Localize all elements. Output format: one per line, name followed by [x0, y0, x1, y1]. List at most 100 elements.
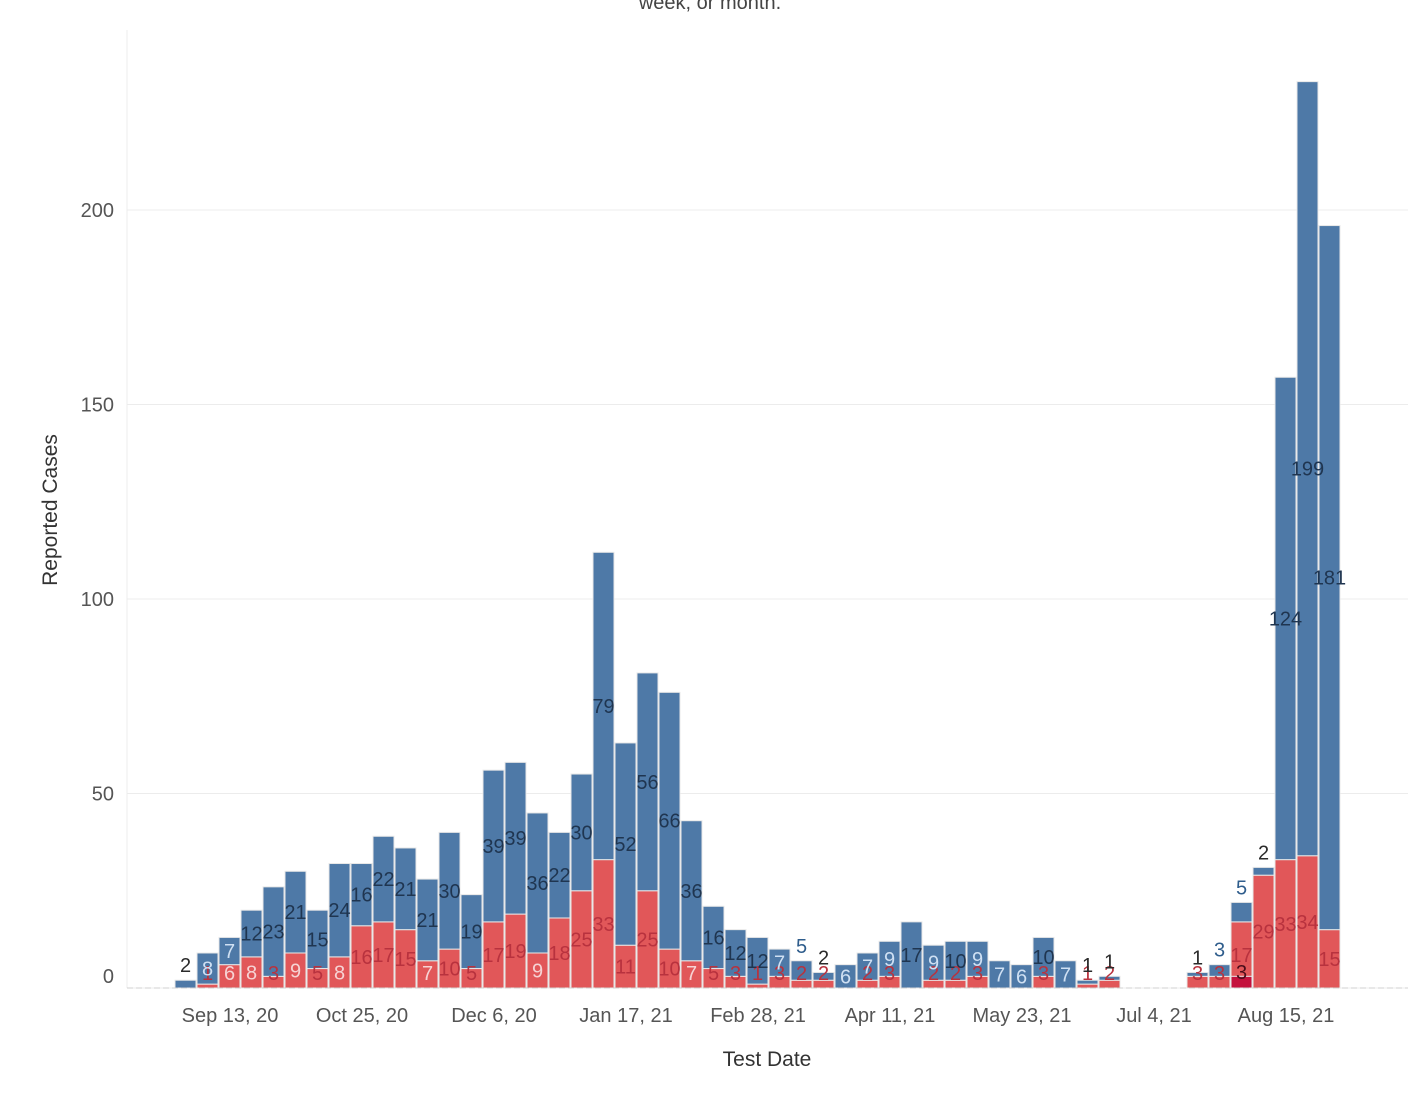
bar-label-blue: 7 [224, 941, 235, 963]
bar-blue [482, 769, 505, 923]
bar-label-red: 9 [290, 960, 301, 982]
bar-label-red: 1 [1082, 963, 1093, 985]
bar-label-blue: 2 [180, 955, 191, 977]
bar-label-blue: 16 [350, 885, 372, 907]
bar-blue [592, 551, 615, 861]
bar-blue [1098, 975, 1121, 981]
bar-blue [372, 835, 395, 923]
bar-label-blue: 1 [1192, 947, 1203, 969]
bar-label-blue: 36 [526, 873, 548, 895]
bar-label-red: 7 [686, 963, 697, 985]
bar-label-blue: 124 [1269, 608, 1302, 630]
bar-blue [1274, 376, 1297, 861]
chart-subtitle: week, or month. [638, 0, 782, 14]
bar-blue [724, 929, 747, 977]
bar-label-red: 3 [972, 963, 983, 985]
bar-value-labels: 2 18 6781232392151582416161722152172110305… [180, 459, 1346, 989]
x-axis-title: Test Date [723, 1048, 812, 1071]
bar-label-blue: 2 [1258, 842, 1269, 864]
bar-blue [856, 952, 879, 981]
bar-label-blue: 52 [614, 834, 636, 856]
bar-blue [988, 960, 1011, 989]
bar-label-red: 3 [268, 963, 279, 985]
bar-blue [1252, 866, 1275, 876]
x-tick-label: Jul 4, 21 [1116, 1005, 1192, 1027]
bar-blue [614, 742, 637, 946]
bar-label-blue: 199 [1291, 459, 1324, 481]
bar-label-red: 17 [372, 945, 394, 967]
bar-label-blue: 39 [482, 836, 504, 858]
bar-label-red: 25 [636, 929, 658, 951]
bar-label-red: 3 [774, 963, 785, 985]
bar-blue [350, 863, 373, 927]
bar-label-red: 33 [592, 914, 614, 936]
bar-label-blue: 23 [262, 922, 284, 944]
bar-label-blue: 30 [438, 881, 460, 903]
bar-label-blue: 2 [818, 947, 829, 969]
y-tick-label: 200 [81, 200, 114, 222]
bar-blue [394, 847, 417, 931]
bar-blue [1208, 964, 1231, 977]
x-tick-label: Feb 28, 21 [710, 1005, 806, 1027]
bar-blue [504, 761, 527, 915]
bar-label-blue: 39 [504, 828, 526, 850]
bar-label-blue: 30 [570, 822, 592, 844]
bar-label-red: 17 [482, 945, 504, 967]
bar-label-blue: 12 [240, 924, 262, 946]
bar-blue [702, 905, 725, 970]
bar-label-blue: 7 [862, 957, 873, 979]
bar-label-red: 3 [1214, 963, 1225, 985]
bar-label-blue: 66 [658, 811, 680, 833]
bar-label-red: 17 [1230, 945, 1252, 967]
bar-blue [174, 979, 197, 989]
bar-label-red: 3 [1192, 963, 1203, 985]
bar-blue [636, 672, 659, 892]
bar-label-blue: 7 [1060, 964, 1071, 986]
bar-label-blue: 16 [702, 927, 724, 949]
bar-label-red: 29 [1252, 922, 1274, 944]
bar-label-red: 1 [752, 963, 763, 985]
bar-label-red: 33 [1274, 914, 1296, 936]
y-tick-label: 50 [92, 784, 114, 806]
bar-label-blue: 9 [928, 953, 939, 975]
bar-darkred [1230, 975, 1253, 989]
bar-blue [526, 812, 549, 954]
bar-label-blue: 19 [460, 922, 482, 944]
bar-label-red: 3 [1038, 963, 1049, 985]
bar-label-blue: 7 [774, 953, 785, 975]
bar-label-red: 5 [466, 963, 477, 985]
bar-label-blue: 21 [394, 879, 416, 901]
bar-label-red: 3 [730, 963, 741, 985]
bar-blue [1230, 901, 1253, 923]
y-axis-title: Reported Cases [39, 434, 62, 586]
bar-label-blue: 22 [548, 865, 570, 887]
bar-label-red: 15 [1318, 949, 1340, 971]
bar-blue [218, 936, 241, 966]
bar-label-blue: 5 [796, 936, 807, 958]
bar-label-red: 1 [202, 963, 213, 985]
bar-label-blue: 6 [840, 966, 851, 988]
bar-label-blue: 21 [416, 910, 438, 932]
bar-label-blue: 17 [900, 945, 922, 967]
y-tick-label: 150 [81, 395, 114, 417]
bar-label-blue: 6 [1016, 966, 1027, 988]
bar-label-red: 11 [615, 957, 636, 979]
bar-label-darkred: 3 [1236, 962, 1247, 984]
bar-blue [1076, 979, 1099, 985]
bar-label-blue: 9 [884, 949, 895, 971]
bar-blue [284, 870, 307, 954]
x-tick-label: Sep 13, 20 [182, 1005, 279, 1027]
bar-label-blue: 12 [746, 951, 768, 973]
bar-label-blue: 9 [972, 949, 983, 971]
bar-label-red: 25 [570, 929, 592, 951]
bar-label-red: 5 [312, 963, 323, 985]
x-tick-label: Oct 25, 20 [316, 1005, 408, 1027]
bar-blue [746, 936, 769, 985]
y-tick-label: 0 [103, 966, 114, 988]
bar-label-red: 34 [1296, 912, 1318, 934]
x-tick-label: May 23, 21 [973, 1005, 1072, 1027]
bar-label-red: 10 [438, 959, 460, 981]
bar-blue [438, 831, 461, 950]
bar-blue [878, 940, 901, 977]
